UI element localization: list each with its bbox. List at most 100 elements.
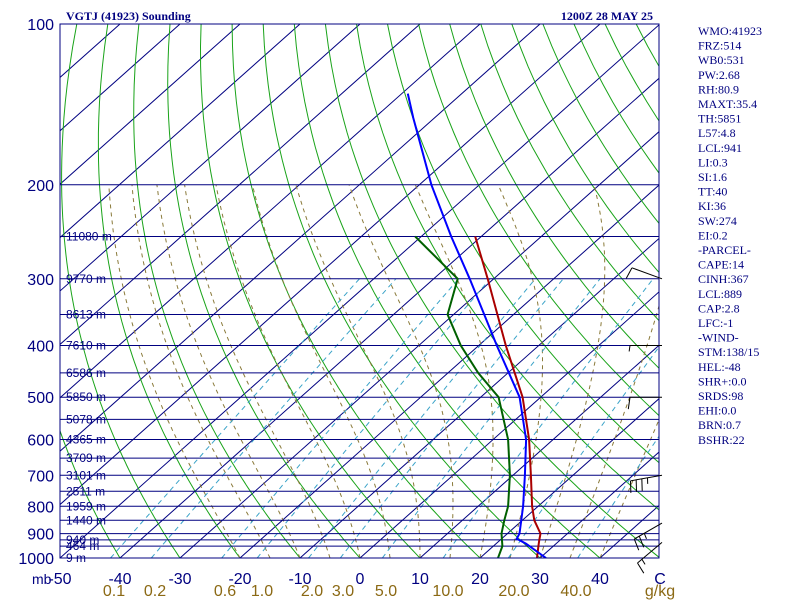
moist-adiabat-line	[414, 184, 494, 558]
temperature-tick-label: 30	[531, 571, 549, 588]
temperature-tick-label: -50	[48, 571, 71, 588]
index-value: SI:1.6	[698, 170, 727, 184]
index-value: PW:2.68	[698, 68, 740, 82]
moist-adiabat-line	[156, 184, 301, 558]
wind-barbs	[625, 267, 663, 574]
temperature-profile	[474, 236, 542, 558]
pressure-tick-label: 400	[27, 339, 54, 356]
index-value: FRZ:514	[698, 39, 741, 53]
height-label: 8613 m	[66, 308, 106, 322]
dry-adiabat-line	[573, 24, 659, 174]
temperature-tick-label: -30	[168, 571, 191, 588]
dry-adiabat-line	[199, 24, 421, 558]
mixing-ratio-label: 0.2	[144, 583, 166, 600]
index-value: TH:5851	[698, 112, 741, 126]
mixing-ratio-line	[110, 278, 360, 558]
temperature-tick-label: C	[654, 571, 666, 588]
mixing-ratio-label: 0.6	[214, 583, 236, 600]
pressure-tick-label: 800	[27, 499, 54, 516]
moist-adiabat-line	[215, 184, 361, 558]
height-label: 4365 m	[66, 433, 106, 447]
chart-time: 1200Z 28 MAY 25	[561, 9, 653, 23]
mixing-ratio-line	[339, 278, 564, 558]
mixing-ratio-label: 2.0	[301, 583, 323, 600]
indices-panel: WMO:41923FRZ:514WB0:531PW:2.68RH:80.9MAX…	[698, 24, 762, 447]
temperature-tick-label: 20	[471, 571, 489, 588]
temperature-tick-label: -20	[228, 571, 251, 588]
mixing-ratio-line	[256, 278, 491, 558]
pressure-tick-label: 100	[27, 17, 54, 34]
index-value: SRDS:98	[698, 389, 743, 403]
index-value: RH:80.9	[698, 82, 739, 96]
dry-adiabat-line	[262, 24, 541, 558]
dry-adiabat-line	[324, 24, 659, 558]
dry-adiabat-line	[761, 24, 800, 558]
index-value: BSHR:22	[698, 433, 745, 447]
mixing-ratio-label: 5.0	[375, 583, 397, 600]
index-value: EHI:0.0	[698, 404, 736, 418]
dry-adiabat-line	[133, 24, 301, 558]
pressure-tick-label: 300	[27, 272, 54, 289]
index-value: SW:274	[698, 214, 737, 228]
wind-barb	[637, 542, 663, 574]
index-value: WB0:531	[698, 53, 745, 67]
pressure-tick-label: 1000	[18, 551, 54, 568]
pressure-tick-label: 500	[27, 390, 54, 407]
wind-barb	[627, 396, 662, 410]
dry-adiabat-line	[293, 24, 601, 558]
moist-adiabat-line	[131, 184, 271, 558]
pressure-tick-label: 200	[27, 178, 54, 195]
isotherm-line	[119, 77, 659, 558]
wind-barb	[633, 522, 663, 551]
mixing-ratio-label: 0.1	[103, 583, 125, 600]
mixing-ratio-line	[150, 278, 397, 558]
plot-frame	[59, 23, 660, 559]
moist-adiabat-line	[295, 184, 421, 558]
wind-barb	[628, 345, 662, 352]
temperature-tick-label: -10	[288, 571, 311, 588]
index-value: STM:138/15	[698, 345, 759, 359]
height-label: 1440 m	[66, 513, 106, 527]
height-label: 2511 m	[66, 484, 105, 498]
height-label: 3709 m	[66, 451, 106, 465]
height-label: 6586 m	[66, 366, 106, 380]
isotherm-line	[60, 24, 659, 558]
temperature-tick-label: 0	[356, 571, 365, 588]
index-value: LI:0.3	[698, 155, 728, 169]
index-value: TT:40	[698, 185, 727, 199]
moist-adiabat-line	[569, 304, 659, 558]
height-label: 464 m	[66, 539, 99, 553]
isotherm-line	[419, 344, 659, 558]
moist-adiabat-line	[539, 184, 606, 558]
index-value: CAP:2.8	[698, 301, 740, 315]
height-label: 3101 m	[66, 468, 106, 482]
index-value: HEL:-48	[698, 360, 741, 374]
height-label: 9 m	[66, 551, 86, 565]
index-value: LCL:889	[698, 287, 742, 301]
index-value: MAXT:35.4	[698, 97, 757, 111]
pressure-tick-label: 700	[27, 468, 54, 485]
moist-adiabat-line	[108, 184, 241, 558]
wind-barb	[629, 474, 663, 493]
pressure-tick-label: 600	[27, 433, 54, 450]
mixing-ratio-label: 1.0	[251, 583, 273, 600]
index-value: EI:0.2	[698, 228, 728, 242]
mixing-ratio-label: g/kg	[645, 583, 675, 600]
temperature-tick-label: 40	[591, 571, 609, 588]
chart-title: VGTJ (41923) Sounding	[66, 9, 191, 23]
thermodynamic-grid	[60, 24, 800, 558]
isotherm-line	[60, 24, 601, 506]
isotherm-line	[60, 24, 541, 452]
isotherm-line	[299, 237, 659, 558]
height-label: 5078 m	[66, 412, 106, 426]
index-value: L57:4.8	[698, 126, 736, 140]
isotherm-line	[479, 398, 659, 558]
moist-adiabat-line	[348, 184, 454, 558]
wind-barb	[625, 267, 663, 280]
pressure-unit-label: mb	[32, 571, 52, 587]
mixing-ratio-label: 40.0	[560, 583, 591, 600]
isotherm-line	[60, 24, 181, 132]
mixing-ratio-label: 3.0	[332, 583, 354, 600]
index-value: LCL:941	[698, 141, 742, 155]
sounding-profiles	[406, 93, 547, 558]
